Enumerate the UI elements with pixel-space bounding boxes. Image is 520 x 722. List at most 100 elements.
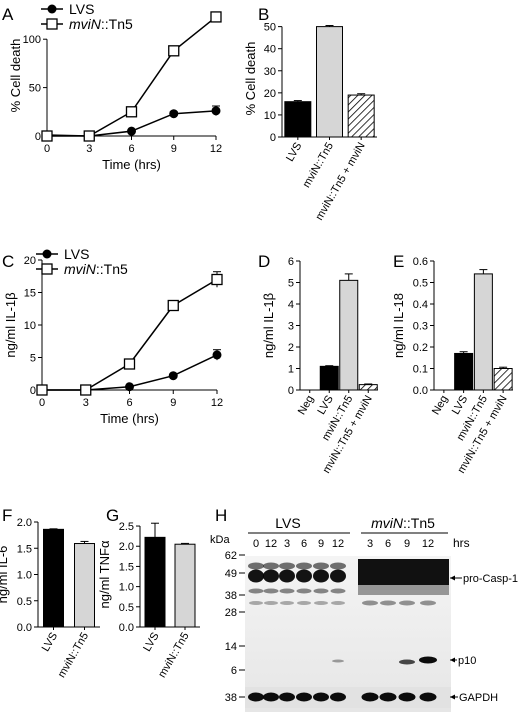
faint-band xyxy=(249,601,263,605)
panel-letter-f: F xyxy=(2,506,12,525)
gapdh-band xyxy=(361,692,379,702)
panel-e-y-tick-label: 0.0 xyxy=(413,385,428,397)
panel-d-category-label: Neg xyxy=(296,394,316,417)
panel-letter-e: E xyxy=(393,252,404,271)
panel-d-bar xyxy=(319,365,339,391)
panel-e-y-tick-label: 0.3 xyxy=(413,321,428,333)
panel-c-legend-marker xyxy=(41,263,53,275)
panel-d-y-tick-label: 1 xyxy=(288,364,294,376)
gapdh-band xyxy=(379,692,397,702)
panel-g-bar xyxy=(174,543,196,628)
panel-a-y-tick-label: 0 xyxy=(35,131,41,143)
panel-b-bar xyxy=(347,94,375,138)
faint-band xyxy=(331,601,345,605)
panel-d-y-tick-label: 3 xyxy=(288,321,294,333)
svg-text:28: 28 xyxy=(225,607,237,619)
panel-b-y-tick-label: 30 xyxy=(264,66,276,78)
panel-a-point-mvin-tn5 xyxy=(125,106,138,118)
svg-text:p10: p10 xyxy=(458,655,476,667)
panel-d-y-tick-label: 4 xyxy=(288,299,294,311)
panel-letter-d: D xyxy=(258,252,270,271)
lane-label-lvs: 0 xyxy=(253,538,259,550)
kda-marker-6: 6 xyxy=(231,665,245,677)
mvin-group-label: mviN::Tn5 xyxy=(371,515,435,531)
kda-marker-28: 28 xyxy=(225,607,245,619)
panel-b-bar xyxy=(284,101,312,138)
panel-g-y-axis-label: ng/ml TNFα xyxy=(97,540,112,608)
lane-labels: 0 12 3 6 9 12 3 6 9 12 xyxy=(253,538,434,550)
panel-a-x-axis-label: Time (hrs) xyxy=(102,157,161,172)
blot-bands xyxy=(248,559,449,702)
panel-c-y-tick-label: 0 xyxy=(30,385,36,397)
panel-g-y-tick-label: 0.0 xyxy=(119,622,134,634)
panel-a-x-tick-label: 12 xyxy=(210,143,222,155)
panel-g-y-tick-label: 0.5 xyxy=(119,602,134,614)
panel-letter-h: H xyxy=(215,506,227,525)
panel-c-point-lvs xyxy=(212,350,222,360)
panel-c-y-tick-label: 20 xyxy=(24,255,36,267)
lower-band xyxy=(296,588,312,594)
panel-c-x-tick-label: 9 xyxy=(170,397,176,409)
panel-e-y-tick-label: 0.4 xyxy=(413,299,428,311)
p10-band xyxy=(419,656,437,664)
upper-band xyxy=(313,562,329,570)
panel-letter-a: A xyxy=(2,5,14,24)
gapdh-arrow: GAPDH xyxy=(450,692,498,704)
panel-g-y-tick-label: 1.5 xyxy=(119,561,134,573)
gapdh-band xyxy=(419,692,437,702)
panel-a-y-tick-label: 50 xyxy=(29,83,41,95)
panel-b-y-tick-label: 0 xyxy=(270,132,276,144)
panel-c-y-axis-label: ng/ml IL-1β xyxy=(3,292,18,357)
panel-a-point-mvin-tn5 xyxy=(83,130,95,142)
panel-letter-c: C xyxy=(2,252,14,271)
panel-c-y-tick-label: 15 xyxy=(24,288,36,300)
svg-text:14: 14 xyxy=(225,641,237,653)
faint-band xyxy=(420,600,436,606)
panel-c-x-tick-label: 3 xyxy=(83,397,89,409)
panel-e-bar xyxy=(493,368,513,391)
lower-band xyxy=(313,588,329,594)
panel-a-point-lvs xyxy=(211,106,221,116)
panel-e-y-tick-label: 0.6 xyxy=(413,256,428,268)
panel-f-bar xyxy=(74,543,95,628)
lane-label-mvin: 3 xyxy=(367,538,373,550)
p10-band xyxy=(399,659,415,665)
panel-f-bar xyxy=(43,528,64,628)
panel-a-legend-entry: mviN::Tn5 xyxy=(69,16,133,32)
pro-casp1-arrow: pro-Casp-1 xyxy=(450,573,518,585)
faint-band xyxy=(264,601,278,605)
panel-c-series-line-mvin-tn5 xyxy=(42,278,218,391)
panel-b-category-label: mviN::Tn5 xyxy=(301,141,336,190)
upper-band xyxy=(296,562,312,570)
panel-a-y-axis-label: % Cell death xyxy=(8,39,23,113)
panel-g-bar xyxy=(144,536,166,628)
panel-a-y-tick-label: 100 xyxy=(23,34,41,46)
panel-e-y-tick-label: 0.5 xyxy=(413,278,428,290)
lower-band xyxy=(248,588,264,594)
kda-marker-38-gapdh: 38 xyxy=(225,692,245,704)
panel-f-y-tick-label: 0.0 xyxy=(17,622,32,634)
lane-label-mvin: 9 xyxy=(404,538,410,550)
panel-b-category-label: LVS xyxy=(284,141,304,164)
gapdh-band xyxy=(398,692,416,702)
panel-b-y-tick-label: 40 xyxy=(264,44,276,56)
p10-band xyxy=(332,659,344,663)
pro-casp1-band xyxy=(248,569,264,583)
panel-a-x-tick-label: 6 xyxy=(128,143,134,155)
panel-d-y-tick-label: 5 xyxy=(288,278,294,290)
kda-marker-49: 49 xyxy=(225,568,245,580)
blot-dark-region-mvin xyxy=(358,559,449,585)
faint-band xyxy=(380,600,396,606)
panel-d-bar xyxy=(358,384,378,391)
kda-marker-14: 14 xyxy=(225,641,245,653)
lvs-group-label: LVS xyxy=(275,515,300,531)
panel-a-point-mvin-tn5 xyxy=(168,45,180,57)
panel-a-point-lvs xyxy=(127,126,136,136)
panel-b-bar xyxy=(316,26,343,138)
panel-a-series-line-mvin-tn5 xyxy=(47,16,217,137)
faint-band xyxy=(314,601,328,605)
gapdh-band xyxy=(296,692,312,702)
kda-label: kDa xyxy=(210,534,230,546)
panel-f-y-tick-label: 0.5 xyxy=(17,596,32,608)
gapdh-band xyxy=(263,692,279,702)
